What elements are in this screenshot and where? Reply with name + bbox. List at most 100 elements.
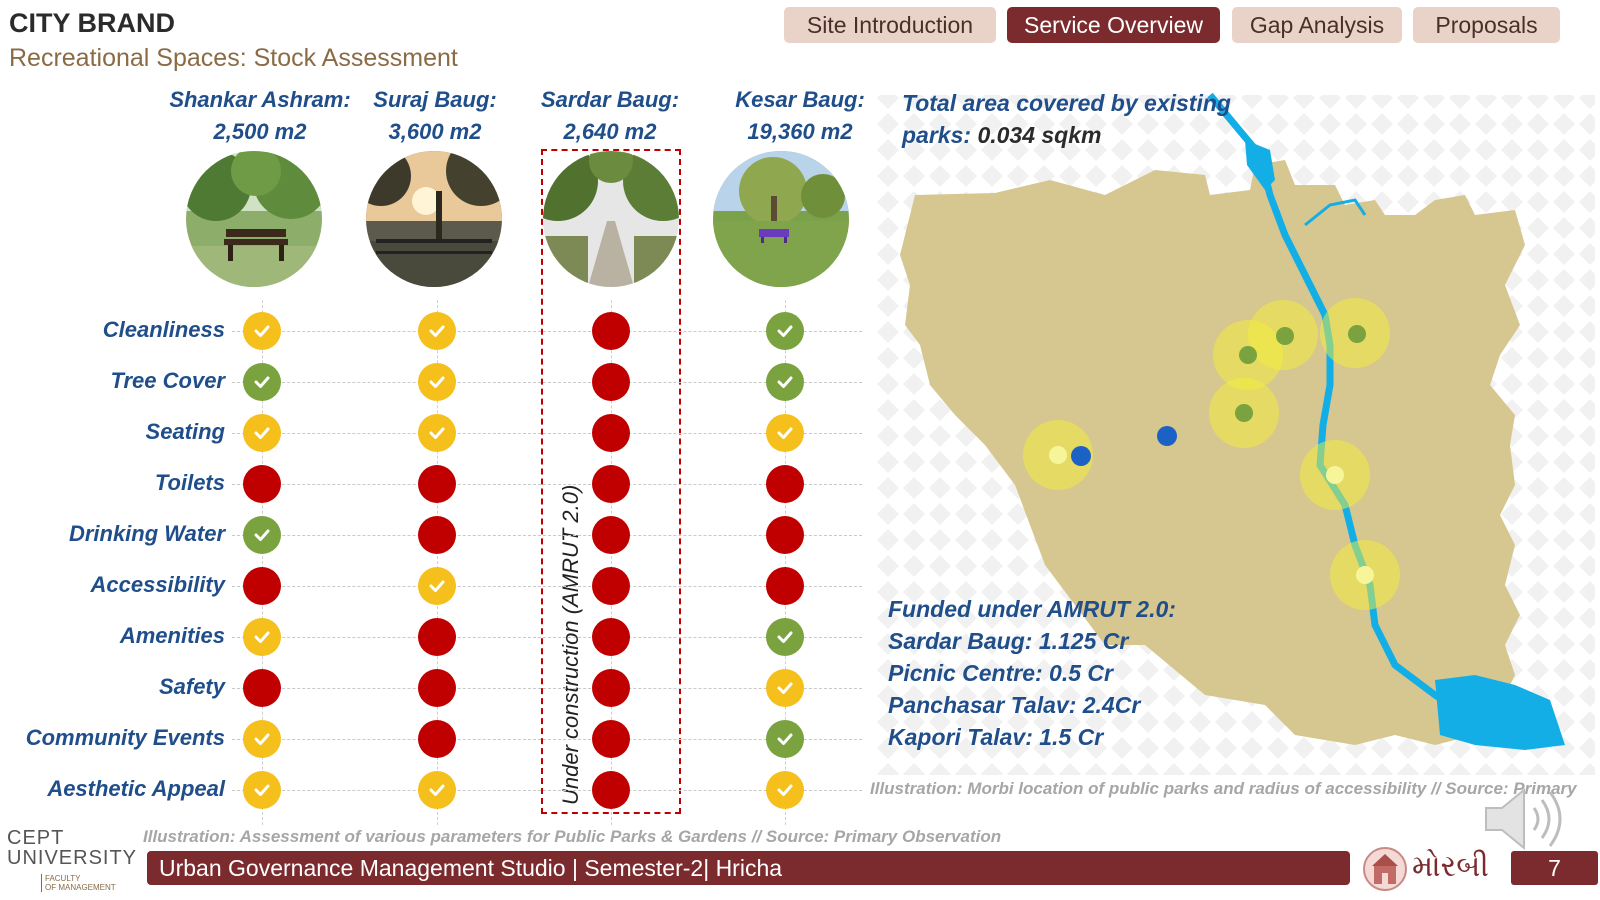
checkmark-icon — [252, 321, 272, 341]
morbi-logo-text: મોરબી — [1412, 850, 1489, 883]
tab-gap-analysis[interactable]: Gap Analysis — [1232, 7, 1402, 43]
checkmark-icon — [775, 627, 795, 647]
parameter-label: Seating — [145, 419, 225, 444]
assessment-caption: Illustration: Assessment of various para… — [143, 827, 1002, 846]
cept-university-logo: CEPT UNIVERSITY — [7, 828, 137, 868]
page-number: 7 — [1511, 851, 1598, 885]
tab-service-overview[interactable]: Service Overview — [1007, 7, 1220, 43]
rating-dot-red — [592, 516, 630, 554]
rating-dot-yellow — [243, 414, 281, 452]
parameter-label: Aesthetic Appeal — [47, 776, 225, 801]
row-guide-line — [232, 637, 862, 638]
column-guide-line — [785, 300, 786, 825]
row-guide-line — [232, 739, 862, 740]
rating-dot-yellow — [418, 567, 456, 605]
parameter-label: Toilets — [154, 470, 225, 495]
tab-site-introduction[interactable]: Site Introduction — [784, 7, 996, 43]
faculty-line-2: OF MANAGEMENT — [45, 883, 116, 892]
funded-item: Picnic Centre: 0.5 Cr — [888, 660, 1113, 686]
park-name: Suraj Baug: — [373, 87, 497, 112]
faculty-line-1: FACULTY — [45, 874, 81, 883]
row-guide-line — [232, 331, 862, 332]
total-area-value: 0.034 sqkm — [977, 122, 1102, 148]
morbi-city-emblem-icon — [1362, 846, 1408, 892]
rating-dot-red — [766, 465, 804, 503]
park-header-suraj-baug: Suraj Baug: 3,600 m2 — [335, 84, 535, 148]
park-photo-shankar-ashram — [186, 151, 322, 287]
map-caption: Illustration: Morbi location of public p… — [870, 779, 1577, 798]
checkmark-icon — [427, 423, 447, 443]
rating-dot-green — [243, 363, 281, 401]
rating-dot-red — [766, 567, 804, 605]
checkmark-icon — [252, 423, 272, 443]
park-area: 3,600 m2 — [388, 119, 482, 144]
checkmark-icon — [427, 576, 447, 596]
audio-speaker-icon[interactable] — [1482, 786, 1578, 852]
tab-proposals[interactable]: Proposals — [1413, 7, 1560, 43]
checkmark-icon — [427, 321, 447, 341]
rating-dot-green — [766, 312, 804, 350]
park-area: 2,640 m2 — [563, 119, 657, 144]
checkmark-icon — [775, 321, 795, 341]
row-guide-line — [232, 688, 862, 689]
row-guide-line — [232, 433, 862, 434]
rating-dot-green — [766, 720, 804, 758]
rating-dot-red — [592, 771, 630, 809]
funded-item: Kapori Talav: 1.5 Cr — [888, 724, 1104, 750]
logo-line-2: UNIVERSITY — [7, 847, 138, 869]
funded-item: Panchasar Talav: 2.4Cr — [888, 692, 1141, 718]
total-area-label-1: Total area covered by existing — [902, 90, 1231, 116]
checkmark-icon — [775, 729, 795, 749]
total-park-area: Total area covered by existing parks: 0.… — [902, 87, 1231, 151]
rating-dot-yellow — [766, 669, 804, 707]
faculty-label: FACULTY OF MANAGEMENT — [41, 874, 116, 892]
park-header-sardar-baug: Sardar Baug: 2,640 m2 — [510, 84, 710, 148]
row-guide-line — [232, 382, 862, 383]
funded-title: Funded under AMRUT 2.0: — [888, 596, 1176, 622]
rating-dot-yellow — [243, 312, 281, 350]
checkmark-icon — [775, 423, 795, 443]
rating-dot-red — [592, 363, 630, 401]
rating-dot-red — [243, 669, 281, 707]
rating-dot-yellow — [766, 771, 804, 809]
rating-dot-green — [766, 363, 804, 401]
row-guide-line — [232, 586, 862, 587]
logo-line-1: CEPT — [7, 827, 65, 849]
parameter-label: Tree Cover — [110, 368, 225, 393]
parameter-label: Community Events — [25, 725, 225, 750]
brand-title: CITY BRAND — [9, 8, 176, 38]
park-area: 19,360 m2 — [747, 119, 853, 144]
checkmark-icon — [775, 678, 795, 698]
column-guide-line — [611, 300, 612, 825]
row-guide-line — [232, 790, 862, 791]
parameter-label: Safety — [158, 674, 225, 699]
total-area-label-2: parks: — [902, 122, 972, 148]
rating-dot-green — [243, 516, 281, 554]
rating-dot-yellow — [243, 771, 281, 809]
park-name: Kesar Baug: — [735, 87, 865, 112]
rating-dot-red — [592, 465, 630, 503]
river — [1207, 92, 1467, 718]
rating-dot-green — [766, 618, 804, 656]
checkmark-icon — [775, 780, 795, 800]
rating-dot-red — [418, 618, 456, 656]
parameter-label: Accessibility — [90, 572, 225, 597]
checkmark-icon — [252, 729, 272, 749]
rating-dot-yellow — [243, 720, 281, 758]
column-guide-line — [262, 300, 263, 825]
rating-dot-yellow — [418, 771, 456, 809]
rating-dot-red — [418, 465, 456, 503]
river-delta — [1435, 675, 1565, 750]
rating-dot-red — [592, 720, 630, 758]
rating-dot-red — [243, 567, 281, 605]
checkmark-icon — [427, 372, 447, 392]
parameter-label: Drinking Water — [68, 521, 225, 546]
rating-dot-yellow — [243, 618, 281, 656]
checkmark-icon — [252, 627, 272, 647]
row-guide-line — [232, 484, 862, 485]
rating-dot-red — [592, 618, 630, 656]
rating-dot-red — [766, 516, 804, 554]
park-header-kesar-baug: Kesar Baug: 19,360 m2 — [700, 84, 900, 148]
row-guide-line — [232, 535, 862, 536]
